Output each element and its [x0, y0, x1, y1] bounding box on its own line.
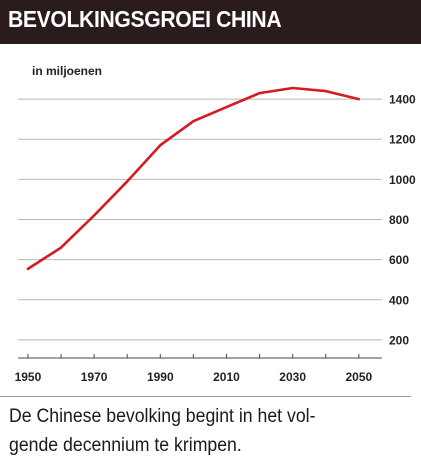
caption-line: De Chinese bevolking begint in het vol-: [9, 406, 316, 427]
y-tick-label: 1400: [389, 93, 416, 107]
caption: De Chinese bevolking begint in het vol- …: [9, 402, 381, 460]
x-tick-label: 1970: [81, 370, 108, 384]
x-tick-label: 1990: [147, 370, 174, 384]
series-layer: [26, 86, 361, 271]
tick-marks: [27, 354, 360, 358]
y-tick-label: 1200: [389, 133, 416, 147]
tick-labels: 200 400 600 800 1000 1200 1400 1950 1970 1990 2010…: [15, 93, 416, 384]
y-tick-label: 800: [389, 213, 409, 227]
gridlines: [18, 98, 382, 359]
y-tick-label: 400: [389, 293, 409, 307]
title-bar: BEVOLKINGSGROEI CHINA: [0, 0, 421, 44]
x-tick-label: 2030: [279, 370, 306, 384]
y-tick-label: 1000: [389, 173, 416, 187]
caption-line: gende decennium te krimpen.: [9, 435, 242, 456]
chart-title: BEVOLKINGSGROEI CHINA: [8, 6, 282, 32]
y-tick-label: 200: [389, 333, 409, 347]
x-tick-label: 1950: [15, 370, 42, 384]
line-chart: 200 400 600 800 1000 1200 1400 1950 1970 1990 2010…: [15, 86, 416, 384]
x-tick-label: 2050: [345, 370, 372, 384]
caption-divider: [0, 396, 411, 397]
y-tick-label: 600: [389, 253, 409, 267]
x-tick-label: 2010: [213, 370, 240, 384]
series-line: [26, 86, 361, 271]
y-axis-unit-label: in miljoenen: [32, 64, 103, 78]
